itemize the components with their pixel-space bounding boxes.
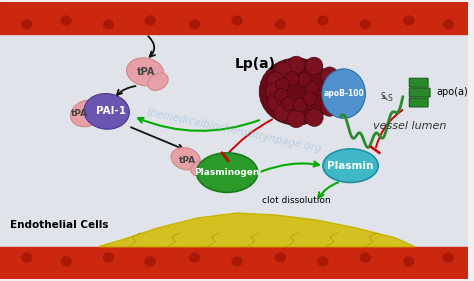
Ellipse shape (443, 20, 453, 29)
Circle shape (267, 72, 284, 90)
Circle shape (327, 83, 345, 101)
FancyBboxPatch shape (410, 98, 428, 107)
Ellipse shape (322, 69, 365, 118)
Polygon shape (99, 213, 415, 247)
Ellipse shape (197, 153, 258, 192)
Ellipse shape (323, 149, 378, 182)
Ellipse shape (217, 253, 253, 270)
Ellipse shape (190, 253, 200, 262)
Ellipse shape (303, 253, 339, 270)
Circle shape (321, 99, 338, 116)
Bar (0, 2, 468, 34)
Circle shape (305, 81, 319, 95)
Text: themedicalbiochemistrynpage.org: themedicalbiochemistrynpage.org (146, 108, 322, 155)
Ellipse shape (232, 16, 242, 25)
Ellipse shape (443, 253, 453, 262)
Ellipse shape (191, 162, 208, 176)
FancyBboxPatch shape (410, 88, 430, 97)
Circle shape (274, 88, 288, 102)
Ellipse shape (404, 16, 414, 25)
Ellipse shape (71, 100, 103, 127)
Text: Plasmin: Plasmin (328, 161, 374, 171)
Ellipse shape (175, 249, 210, 266)
Ellipse shape (104, 253, 114, 262)
Ellipse shape (428, 15, 464, 33)
Ellipse shape (389, 12, 425, 30)
Text: PAI-1: PAI-1 (96, 106, 126, 116)
Ellipse shape (175, 15, 210, 33)
Ellipse shape (145, 257, 155, 266)
Text: S: S (380, 92, 385, 101)
Ellipse shape (46, 253, 82, 270)
Ellipse shape (275, 253, 285, 262)
Ellipse shape (360, 253, 370, 262)
Circle shape (293, 98, 307, 112)
Ellipse shape (275, 20, 285, 29)
Text: S: S (387, 94, 392, 103)
Text: Endothelial Cells: Endothelial Cells (10, 220, 109, 230)
Text: Lp(a): Lp(a) (234, 57, 275, 71)
Ellipse shape (404, 257, 414, 266)
Text: tPA: tPA (179, 156, 196, 165)
Circle shape (282, 97, 295, 110)
Ellipse shape (346, 249, 381, 266)
Ellipse shape (89, 15, 124, 33)
Ellipse shape (261, 249, 296, 266)
Ellipse shape (22, 253, 32, 262)
Circle shape (267, 93, 285, 111)
Circle shape (305, 109, 323, 126)
Ellipse shape (428, 249, 464, 266)
Circle shape (321, 67, 338, 85)
Ellipse shape (145, 16, 155, 25)
Ellipse shape (22, 20, 32, 29)
Bar (0, 247, 468, 279)
Ellipse shape (130, 253, 166, 270)
Circle shape (265, 83, 283, 101)
Circle shape (297, 73, 311, 87)
Ellipse shape (360, 20, 370, 29)
Text: tPA: tPA (71, 109, 88, 118)
Ellipse shape (84, 94, 129, 129)
Circle shape (274, 104, 292, 121)
Ellipse shape (389, 253, 425, 270)
Ellipse shape (127, 58, 164, 86)
Text: clot dissolution: clot dissolution (262, 196, 330, 205)
Ellipse shape (318, 257, 328, 266)
Circle shape (287, 56, 305, 74)
Text: apoB-100: apoB-100 (323, 89, 364, 98)
Circle shape (285, 71, 299, 85)
Ellipse shape (7, 249, 43, 266)
Circle shape (287, 110, 305, 128)
Ellipse shape (7, 15, 43, 33)
Text: apo(a): apo(a) (437, 87, 468, 97)
Ellipse shape (61, 16, 71, 25)
Ellipse shape (46, 12, 82, 30)
Circle shape (274, 62, 292, 80)
Ellipse shape (217, 12, 253, 30)
Ellipse shape (259, 58, 333, 125)
Circle shape (303, 92, 317, 105)
Ellipse shape (261, 15, 296, 33)
Ellipse shape (346, 15, 381, 33)
Ellipse shape (89, 249, 124, 266)
Ellipse shape (104, 20, 114, 29)
Ellipse shape (171, 148, 200, 170)
Circle shape (305, 57, 323, 75)
Ellipse shape (232, 257, 242, 266)
Ellipse shape (318, 16, 328, 25)
Text: tPA: tPA (137, 67, 155, 77)
Text: vessel lumen: vessel lumen (373, 121, 447, 131)
Ellipse shape (148, 73, 168, 90)
Circle shape (276, 78, 290, 92)
Text: Plasminogen: Plasminogen (194, 168, 260, 177)
Ellipse shape (303, 12, 339, 30)
Ellipse shape (61, 257, 71, 266)
Ellipse shape (130, 12, 166, 30)
Ellipse shape (190, 20, 200, 29)
FancyBboxPatch shape (410, 78, 428, 87)
